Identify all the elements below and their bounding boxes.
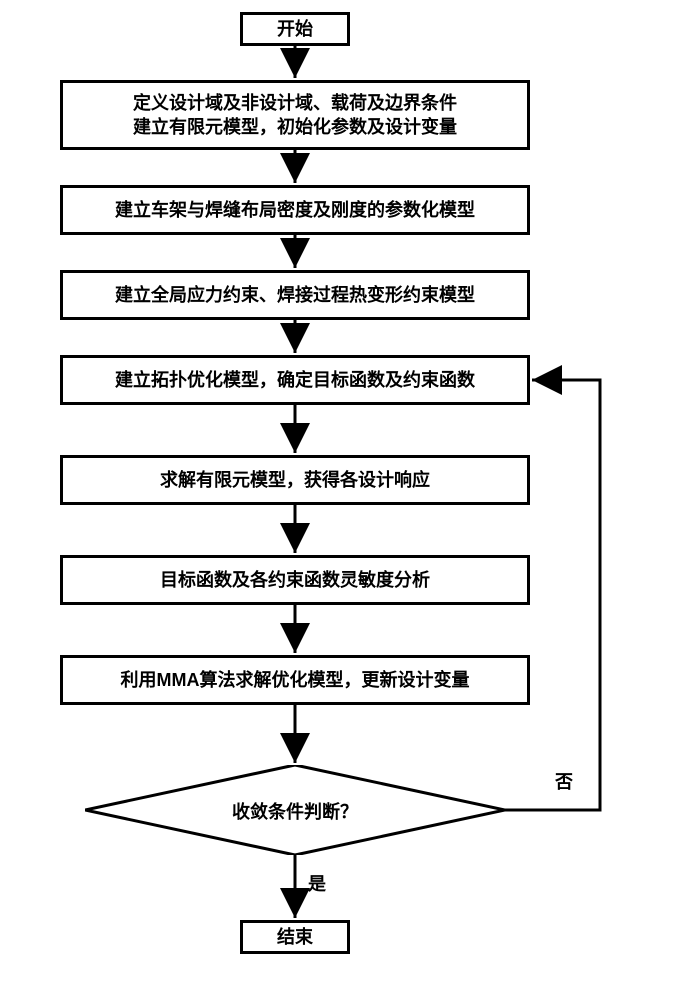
edge-label-yes: 是 [308, 870, 326, 896]
flow-arrows [0, 0, 675, 1000]
edge-label-no: 否 [555, 768, 573, 794]
